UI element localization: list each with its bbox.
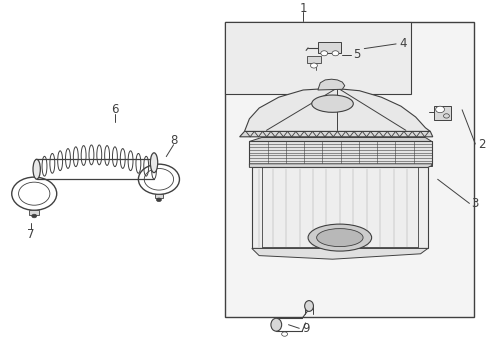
Bar [306, 56, 320, 63]
Text: 7: 7 [27, 228, 35, 240]
Polygon shape [317, 79, 344, 90]
Ellipse shape [150, 153, 157, 172]
Polygon shape [249, 164, 431, 166]
Bar [317, 42, 341, 53]
Circle shape [32, 214, 37, 218]
Text: 1: 1 [299, 3, 306, 15]
Text: 9: 9 [301, 322, 309, 335]
Circle shape [281, 332, 287, 336]
Ellipse shape [307, 224, 371, 251]
Bar [29, 210, 39, 215]
Bar [154, 194, 163, 198]
Circle shape [320, 51, 327, 56]
Text: 8: 8 [169, 134, 177, 147]
Bar [433, 106, 450, 120]
Ellipse shape [316, 229, 362, 247]
Text: 5: 5 [352, 48, 360, 61]
Circle shape [331, 51, 338, 56]
Text: 4: 4 [399, 37, 407, 50]
Polygon shape [251, 248, 427, 259]
Polygon shape [239, 131, 432, 137]
Circle shape [443, 114, 448, 118]
Ellipse shape [311, 95, 352, 112]
Polygon shape [244, 88, 429, 131]
Polygon shape [249, 141, 431, 164]
Polygon shape [249, 164, 431, 167]
Text: 2: 2 [477, 138, 485, 150]
Ellipse shape [304, 301, 313, 311]
Circle shape [435, 106, 444, 113]
Ellipse shape [270, 318, 281, 331]
Circle shape [156, 198, 161, 202]
Polygon shape [251, 167, 427, 248]
Bar [224, 22, 410, 94]
Text: 6: 6 [111, 103, 119, 116]
Polygon shape [249, 138, 431, 141]
Ellipse shape [33, 159, 40, 179]
Circle shape [310, 63, 317, 68]
Text: 3: 3 [470, 197, 478, 210]
Bar [224, 22, 473, 317]
